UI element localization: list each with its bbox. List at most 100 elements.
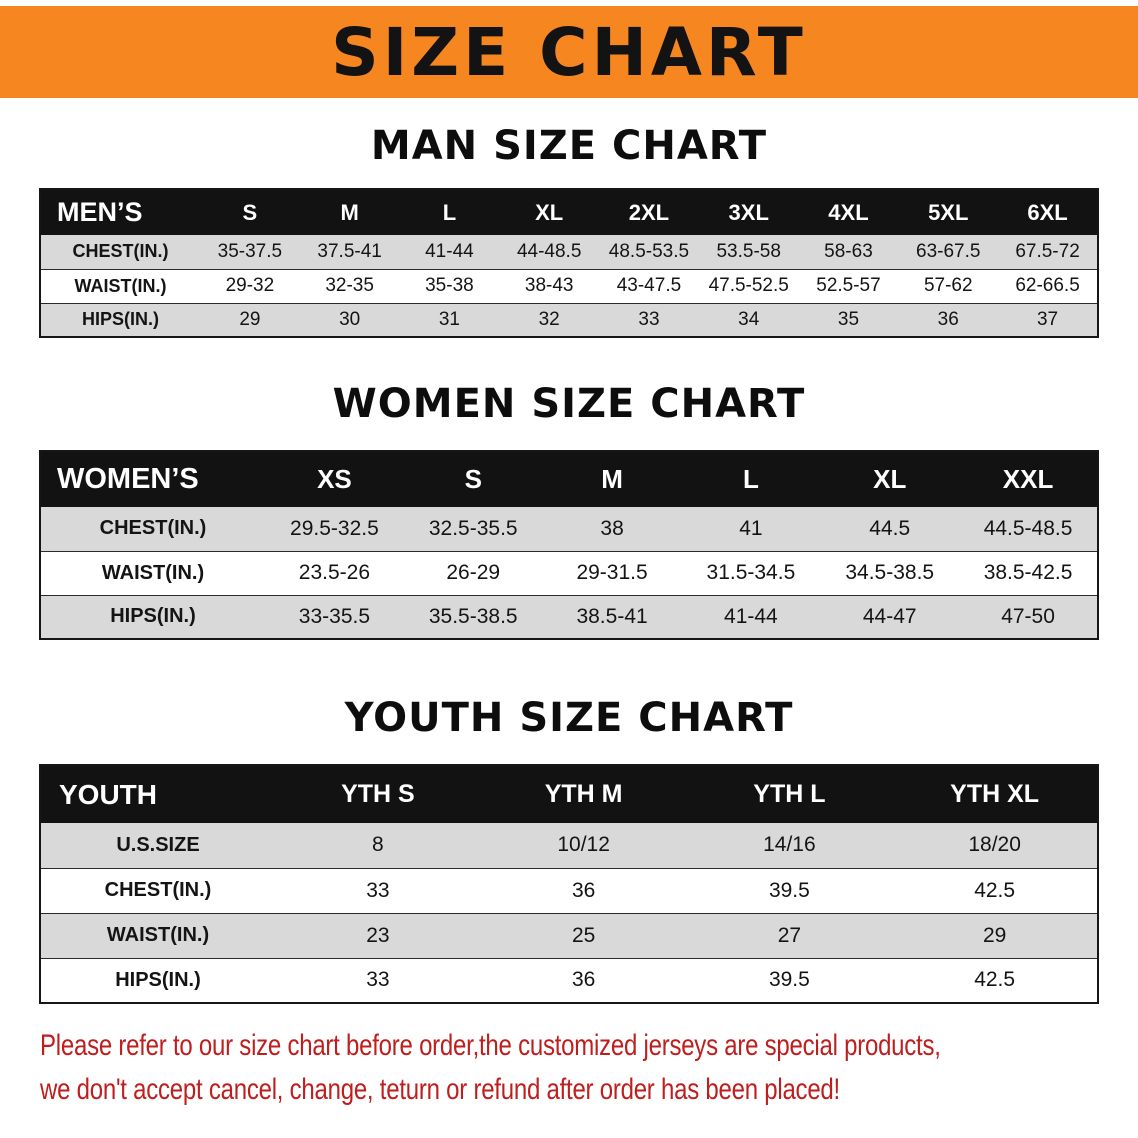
value-cell: 33 [275, 958, 481, 1003]
size-label-cell: 2XL [599, 189, 699, 235]
size-label-cell: L [681, 451, 821, 507]
value-cell: 67.5-72 [998, 235, 1098, 269]
measurement-row: CHEST(IN.) 29.5-32.5 32.5-35.5 38 41 44.5 44.5… [40, 507, 1098, 551]
value-cell: 62-66.5 [998, 269, 1098, 303]
value-cell: 29-32 [200, 269, 300, 303]
women-section-title: WOMEN SIZE CHART [332, 381, 806, 427]
value-cell: 37 [998, 303, 1098, 337]
value-cell: 35-38 [399, 269, 500, 303]
size-label-cell: S [403, 451, 543, 507]
size-label-cell: XS [265, 451, 404, 507]
value-cell: 33-35.5 [265, 595, 404, 639]
measurement-row: HIPS(IN.) 29 30 31 32 33 34 35 36 37 [40, 303, 1098, 337]
value-cell: 14/16 [686, 823, 893, 868]
value-cell: 35.5-38.5 [403, 595, 543, 639]
banner: SIZE CHART [0, 6, 1138, 98]
value-cell: 38 [542, 507, 682, 551]
size-header-row: MEN’S S M L XL 2XL 3XL 4XL 5XL 6XL [40, 189, 1098, 235]
value-cell: 23 [275, 913, 481, 958]
youth-section-title: YOUTH SIZE CHART [344, 695, 794, 741]
value-cell: 38.5-41 [542, 595, 682, 639]
value-cell: 36 [480, 958, 687, 1003]
value-cell: 32 [499, 303, 600, 337]
value-cell: 29 [200, 303, 300, 337]
value-cell: 52.5-57 [798, 269, 899, 303]
size-label-cell: L [399, 189, 500, 235]
value-cell: 10/12 [480, 823, 687, 868]
value-cell: 29.5-32.5 [265, 507, 404, 551]
value-cell: 25 [480, 913, 687, 958]
value-cell: 36 [898, 303, 999, 337]
value-cell: 63-67.5 [898, 235, 999, 269]
value-cell: 26-29 [403, 551, 543, 595]
table-title-cell: MEN’S [40, 189, 200, 235]
value-cell: 47-50 [959, 595, 1098, 639]
row-label-cell: WAIST(IN.) [40, 269, 200, 303]
value-cell: 27 [686, 913, 893, 958]
notice-line: Please refer to our size chart before or… [40, 1029, 941, 1062]
table-title-cell: YOUTH [40, 765, 275, 823]
value-cell: 34 [698, 303, 799, 337]
value-cell: 41-44 [399, 235, 500, 269]
women-size-table: WOMEN’S XS S M L XL XXL CHEST(IN.) 29.5-32.5 32.5… [39, 450, 1099, 640]
measurement-row: CHEST(IN.) 33 36 39.5 42.5 [40, 868, 1098, 913]
value-cell: 42.5 [892, 868, 1098, 913]
row-label-cell: HIPS(IN.) [40, 958, 275, 1003]
measurement-row: U.S.SIZE 8 10/12 14/16 18/20 [40, 823, 1098, 868]
value-cell: 47.5-52.5 [698, 269, 799, 303]
value-cell: 41 [681, 507, 821, 551]
value-cell: 44-47 [820, 595, 960, 639]
value-cell: 31.5-34.5 [681, 551, 821, 595]
row-label-cell: HIPS(IN.) [40, 303, 200, 337]
size-label-cell: XL [499, 189, 600, 235]
row-label-cell: CHEST(IN.) [40, 235, 200, 269]
value-cell: 32.5-35.5 [403, 507, 543, 551]
value-cell: 18/20 [892, 823, 1098, 868]
order-notice: Please refer to our size chart before or… [40, 1024, 1138, 1112]
size-label-cell: YTH S [275, 765, 481, 823]
measurement-row: CHEST(IN.) 35-37.5 37.5-41 41-44 44-48.5 48.5… [40, 235, 1098, 269]
value-cell: 39.5 [686, 868, 893, 913]
value-cell: 29 [892, 913, 1098, 958]
value-cell: 34.5-38.5 [820, 551, 960, 595]
size-label-cell: XL [820, 451, 960, 507]
size-label-cell: 3XL [698, 189, 799, 235]
size-label-cell: M [542, 451, 682, 507]
size-header-row: WOMEN’S XS S M L XL XXL [40, 451, 1098, 507]
notice-line: we don't accept cancel, change, teturn o… [40, 1073, 840, 1106]
value-cell: 33 [599, 303, 699, 337]
value-cell: 48.5-53.5 [599, 235, 699, 269]
value-cell: 29-31.5 [542, 551, 682, 595]
measurement-row: WAIST(IN.) 23 25 27 29 [40, 913, 1098, 958]
value-cell: 36 [480, 868, 687, 913]
size-label-cell: XXL [959, 451, 1098, 507]
page-title: SIZE CHART [331, 13, 807, 91]
row-label-cell: WAIST(IN.) [40, 551, 265, 595]
value-cell: 38.5-42.5 [959, 551, 1098, 595]
value-cell: 39.5 [686, 958, 893, 1003]
value-cell: 42.5 [892, 958, 1098, 1003]
value-cell: 41-44 [681, 595, 821, 639]
table-title-cell: WOMEN’S [40, 451, 265, 507]
value-cell: 35-37.5 [200, 235, 300, 269]
value-cell: 30 [299, 303, 400, 337]
value-cell: 35 [798, 303, 899, 337]
row-label-cell: U.S.SIZE [40, 823, 275, 868]
row-label-cell: WAIST(IN.) [40, 913, 275, 958]
measurement-row: HIPS(IN.) 33 36 39.5 42.5 [40, 958, 1098, 1003]
size-label-cell: YTH XL [892, 765, 1098, 823]
row-label-cell: CHEST(IN.) [40, 507, 265, 551]
row-label-cell: HIPS(IN.) [40, 595, 265, 639]
value-cell: 44.5 [820, 507, 960, 551]
size-label-cell: 4XL [798, 189, 899, 235]
value-cell: 44-48.5 [499, 235, 600, 269]
measurement-row: HIPS(IN.) 33-35.5 35.5-38.5 38.5-41 41-44 44-… [40, 595, 1098, 639]
men-section-title: MAN SIZE CHART [370, 123, 768, 169]
size-label-cell: YTH L [686, 765, 893, 823]
size-label-cell: YTH M [480, 765, 687, 823]
value-cell: 43-47.5 [599, 269, 699, 303]
size-chart-page: SIZE CHART MAN SIZE CHART MEN’S S M L XL 2XL 3… [0, 6, 1138, 1112]
value-cell: 8 [275, 823, 481, 868]
men-size-table: MEN’S S M L XL 2XL 3XL 4XL 5XL 6XL CHEST(IN.) 35-37… [39, 188, 1099, 338]
value-cell: 53.5-58 [698, 235, 799, 269]
